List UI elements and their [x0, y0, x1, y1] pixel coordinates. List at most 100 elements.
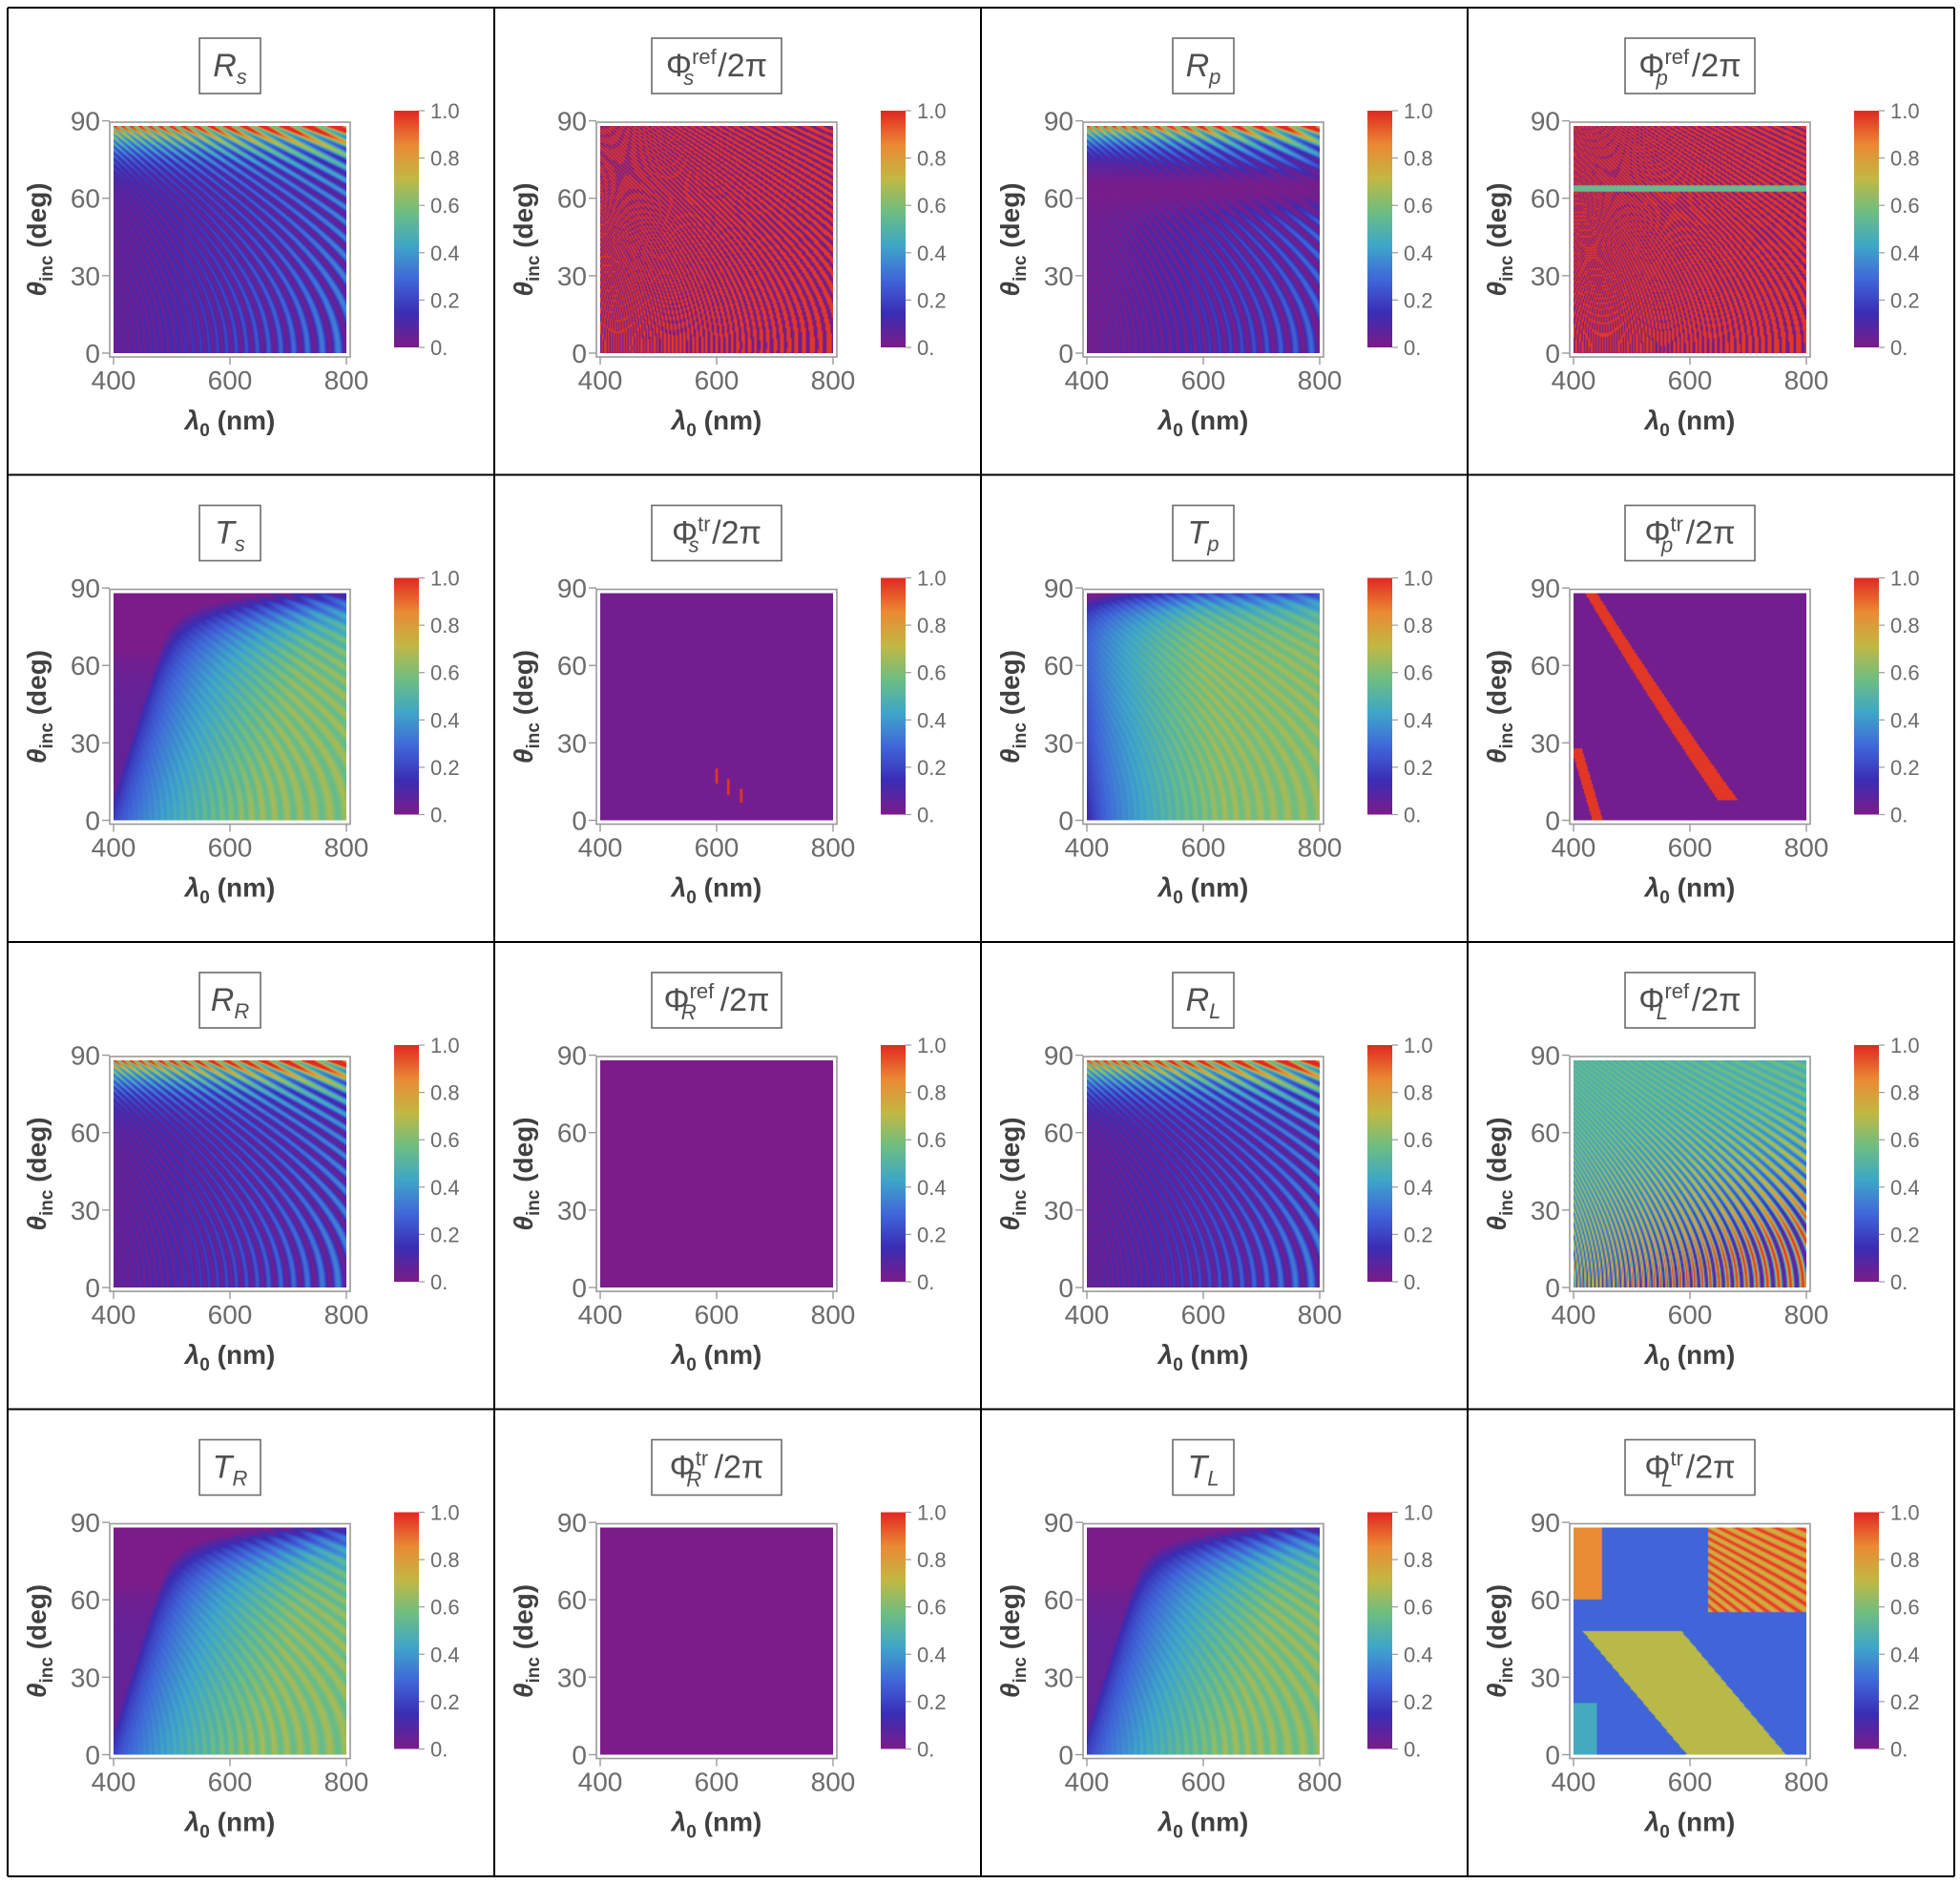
colorbar-tick-label: 1.0: [1890, 1501, 1920, 1525]
y-tick-label: 60: [1044, 1119, 1074, 1148]
y-tick-label: 60: [71, 1119, 100, 1148]
heatmap-Phi_tr_p: [1574, 593, 1806, 821]
heatmap-Phi_ref_p: [1574, 126, 1806, 353]
heatmap-Phi_ref_L: [1574, 1060, 1806, 1287]
y-tick-label: 60: [557, 1119, 587, 1148]
colorbar: [1367, 577, 1392, 815]
y-tick-label: 30: [1044, 1196, 1074, 1225]
x-axis-label: λ0 (nm): [1157, 1808, 1249, 1843]
y-tick-label: 90: [1531, 1041, 1560, 1071]
y-tick-label: 60: [557, 1585, 587, 1615]
colorbar-tick-label: 0.2: [1890, 288, 1920, 312]
heatmap-Tp: [1087, 593, 1320, 821]
panel-RR: 0 30 60 90 400 600 800 λ0 (nm) θinc (deg) RR 0. 0.2…: [22, 972, 460, 1375]
y-tick-label: 90: [71, 1508, 100, 1538]
y-tick-label: 90: [71, 107, 100, 136]
colorbar-tick-label: 0.: [1404, 1738, 1421, 1762]
colorbar-tick-label: 0.8: [917, 614, 947, 638]
colorbar-tick-label: 0.6: [917, 661, 947, 685]
colorbar-tick-label: 0.: [1404, 336, 1421, 360]
panel-title-box: [1624, 1438, 1756, 1497]
x-axis-label: λ0 (nm): [1643, 1808, 1736, 1843]
y-tick-label: 90: [1531, 1508, 1560, 1538]
y-tick-label: 60: [71, 651, 100, 680]
panel-Phi_ref_L: 0 30 60 90 400 600 800 λ0 (nm) θinc (deg) Φref L/2…: [1482, 972, 1920, 1375]
y-tick-label: 90: [1044, 107, 1074, 136]
y-tick-label: 0: [85, 1741, 100, 1770]
colorbar-tick-label: 0.: [917, 1738, 934, 1762]
y-tick-label: 30: [557, 1196, 587, 1225]
y-tick-label: 30: [71, 1663, 100, 1692]
y-tick-label: 90: [1531, 574, 1560, 603]
panel-RL: 0 30 60 90 400 600 800 λ0 (nm) θinc (deg) RL 0. 0.2…: [995, 972, 1433, 1375]
colorbar-tick-label: 0.: [1404, 804, 1421, 827]
panel-title-box: [198, 1438, 261, 1497]
y-tick-label: 60: [1044, 184, 1074, 214]
x-tick-label: 800: [811, 1300, 856, 1329]
panel-Phi_tr_R: 0 30 60 90 400 600 800 λ0 (nm) θinc (deg) Φtr R/2π…: [509, 1438, 947, 1843]
colorbar-tick-label: 0.6: [430, 194, 460, 218]
y-tick-label: 0: [1058, 1273, 1074, 1303]
y-tick-label: 0: [572, 339, 587, 368]
colorbar-tick-label: 0.2: [917, 1223, 947, 1246]
colorbar-tick-label: 1.0: [430, 1034, 460, 1057]
x-axis-label: λ0 (nm): [183, 873, 276, 909]
colorbar-tick-label: 0.2: [1404, 1223, 1433, 1246]
colorbar-tick-label: 0.4: [1404, 708, 1433, 732]
x-tick-label: 800: [811, 833, 856, 863]
panel-title: RL: [1186, 982, 1221, 1023]
x-axis-label: λ0 (nm): [670, 873, 762, 909]
colorbar-tick-label: 0.2: [917, 756, 947, 780]
colorbar-tick-label: 1.0: [917, 1034, 947, 1057]
panel-title-box: [651, 1438, 782, 1497]
colorbar-tick-label: 0.8: [1890, 147, 1920, 171]
panel-TR: 0 30 60 90 400 600 800 λ0 (nm) θinc (deg) TR 0. 0.2…: [22, 1438, 460, 1843]
colorbar-tick-label: 0.: [1404, 1270, 1421, 1294]
colorbar: [881, 1512, 906, 1749]
y-tick-label: 30: [1531, 1196, 1560, 1225]
colorbar-tick-label: 0.4: [1890, 1176, 1920, 1200]
y-tick-label: 60: [557, 184, 587, 214]
panel-Rs: 0 30 60 90 400 600 800 λ0 (nm) θinc (deg) Rs 0. 0.2…: [22, 37, 460, 441]
heatmap-TL: [1087, 1527, 1320, 1755]
y-tick-label: 30: [1044, 728, 1074, 758]
panel-title: TR: [213, 1450, 248, 1491]
colorbar-tick-label: 0.4: [430, 708, 460, 732]
panel-title: Rp: [1186, 48, 1221, 89]
colorbar-tick-label: 0.2: [430, 1690, 460, 1714]
y-tick-label: 60: [71, 1585, 100, 1615]
x-tick-label: 800: [1784, 366, 1829, 395]
y-tick-label: 30: [71, 728, 100, 758]
colorbar: [881, 577, 906, 815]
panel-title-box: [1172, 37, 1235, 94]
colorbar-tick-label: 0.: [1890, 804, 1908, 827]
colorbar-tick-label: 0.: [917, 804, 934, 827]
colorbar-tick-label: 1.0: [1890, 99, 1920, 123]
x-axis-label: λ0 (nm): [1643, 1340, 1736, 1375]
y-axis-label: θinc (deg): [22, 1117, 57, 1230]
x-tick-label: 600: [1668, 833, 1713, 863]
y-tick-label: 90: [557, 1508, 587, 1538]
colorbar-tick-label: 0.4: [1404, 1176, 1433, 1200]
y-tick-label: 0: [572, 1741, 587, 1770]
colorbar-tick-label: 0.6: [917, 194, 947, 218]
y-axis-label: θinc (deg): [1482, 650, 1517, 764]
y-tick-label: 30: [557, 728, 587, 758]
y-tick-label: 30: [1531, 1663, 1560, 1692]
panel-Tp: 0 30 60 90 400 600 800 λ0 (nm) θinc (deg) Tp 0. 0.2…: [995, 504, 1433, 909]
colorbar-tick-label: 0.8: [917, 147, 947, 171]
colorbar-tick-label: 0.8: [1404, 614, 1433, 638]
x-tick-label: 800: [1298, 366, 1343, 395]
heatmap-Ts: [114, 593, 346, 821]
colorbar-tick-label: 0.: [917, 336, 934, 360]
colorbar-tick-label: 1.0: [1890, 567, 1920, 591]
colorbar-tick-label: 0.6: [430, 661, 460, 685]
colorbar-tick-label: 0.6: [917, 1128, 947, 1152]
y-tick-label: 0: [572, 806, 587, 836]
x-tick-label: 400: [1552, 833, 1596, 863]
x-tick-label: 600: [208, 1768, 253, 1797]
panel-Ts: 0 30 60 90 400 600 800 λ0 (nm) θinc (deg) Ts 0. 0.2…: [22, 504, 460, 909]
colorbar-tick-label: 1.0: [1404, 99, 1433, 123]
panel-title: Φref R/2π: [663, 979, 769, 1024]
colorbar-tick-label: 0.2: [1404, 288, 1433, 312]
